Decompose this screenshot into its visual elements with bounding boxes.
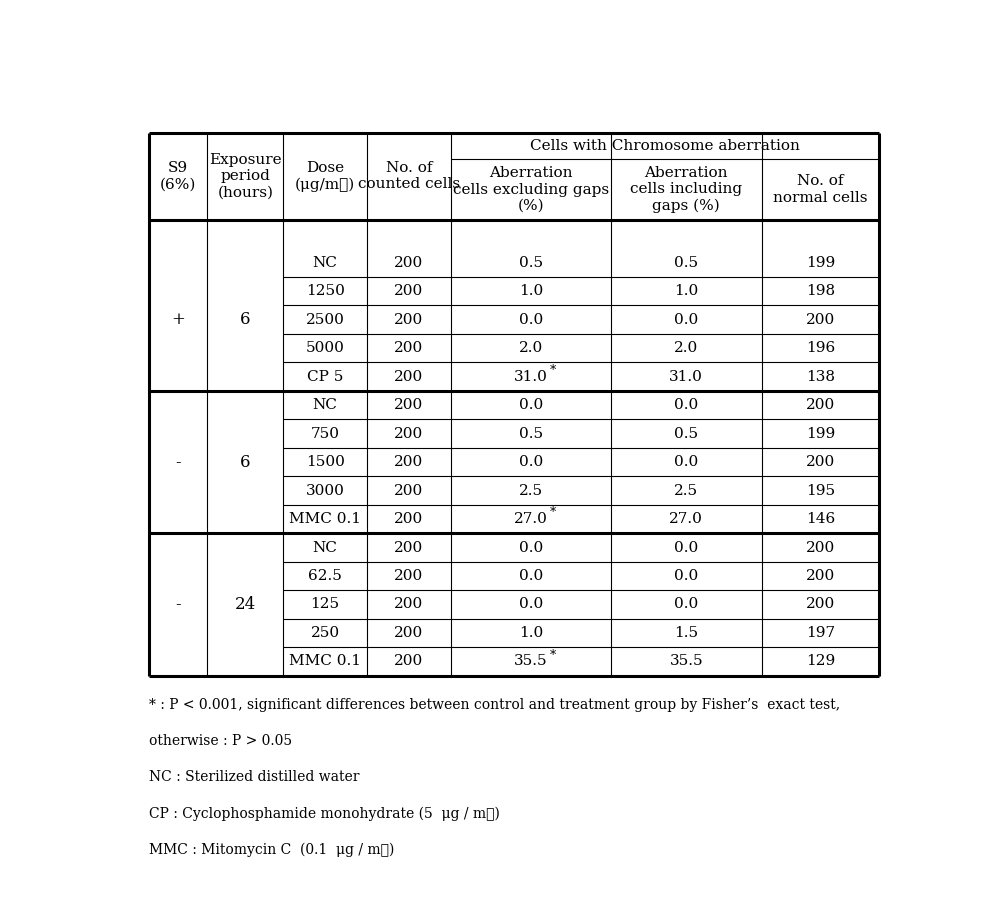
Text: 200: 200 <box>806 398 835 412</box>
Text: NC: NC <box>313 540 337 555</box>
Text: 2.5: 2.5 <box>673 483 697 498</box>
Text: 27.0: 27.0 <box>513 512 547 526</box>
Text: 1.0: 1.0 <box>673 284 697 299</box>
Text: 200: 200 <box>394 569 423 583</box>
Text: 5000: 5000 <box>306 341 344 355</box>
Text: 200: 200 <box>394 313 423 327</box>
Text: 200: 200 <box>394 398 423 412</box>
Text: MMC 0.1: MMC 0.1 <box>289 512 361 526</box>
Text: NC: NC <box>313 398 337 412</box>
Text: 0.0: 0.0 <box>518 398 542 412</box>
Text: 198: 198 <box>806 284 835 299</box>
Text: 125: 125 <box>311 597 340 612</box>
Text: 200: 200 <box>394 655 423 668</box>
Text: MMC 0.1: MMC 0.1 <box>289 655 361 668</box>
Text: 200: 200 <box>394 341 423 355</box>
Text: 200: 200 <box>806 456 835 469</box>
Text: 1500: 1500 <box>306 456 344 469</box>
Text: Aberration
cells excluding gaps
(%): Aberration cells excluding gaps (%) <box>452 166 608 213</box>
Text: 200: 200 <box>394 284 423 299</box>
Text: 0.5: 0.5 <box>673 427 697 441</box>
Text: 2.0: 2.0 <box>673 341 697 355</box>
Text: 31.0: 31.0 <box>668 370 702 383</box>
Text: 0.0: 0.0 <box>673 540 697 555</box>
Text: 199: 199 <box>806 256 835 270</box>
Text: 200: 200 <box>806 540 835 555</box>
Text: 6: 6 <box>239 454 250 471</box>
Text: 0.0: 0.0 <box>518 456 542 469</box>
Text: No. of
normal cells: No. of normal cells <box>773 174 867 205</box>
Text: 1.5: 1.5 <box>673 626 697 640</box>
Text: 750: 750 <box>311 427 340 441</box>
Text: 1.0: 1.0 <box>518 284 542 299</box>
Text: 2.0: 2.0 <box>518 341 542 355</box>
Text: NC : Sterilized distilled water: NC : Sterilized distilled water <box>148 770 359 784</box>
Text: CP : Cyclophosphamide monohydrate (5  μg / mℓ): CP : Cyclophosphamide monohydrate (5 μg … <box>148 806 499 821</box>
Text: Dose
(μg/mℓ): Dose (μg/mℓ) <box>295 161 355 191</box>
Text: Aberration
cells including
gaps (%): Aberration cells including gaps (%) <box>629 166 741 213</box>
Text: 62.5: 62.5 <box>308 569 342 583</box>
Text: 0.0: 0.0 <box>673 569 697 583</box>
Text: 1.0: 1.0 <box>518 626 542 640</box>
Text: 0.0: 0.0 <box>673 398 697 412</box>
Text: 146: 146 <box>806 512 835 526</box>
Text: 250: 250 <box>311 626 340 640</box>
Text: 200: 200 <box>394 256 423 270</box>
Text: 0.5: 0.5 <box>518 256 542 270</box>
Text: CP 5: CP 5 <box>307 370 343 383</box>
Text: *: * <box>550 649 556 662</box>
Text: 24: 24 <box>234 596 256 613</box>
Text: 129: 129 <box>806 655 835 668</box>
Text: 200: 200 <box>806 597 835 612</box>
Text: 196: 196 <box>806 341 835 355</box>
Text: 200: 200 <box>394 597 423 612</box>
Text: 27.0: 27.0 <box>668 512 702 526</box>
Text: -: - <box>175 454 180 471</box>
Text: 0.0: 0.0 <box>518 540 542 555</box>
Text: 0.0: 0.0 <box>518 597 542 612</box>
Text: 197: 197 <box>806 626 835 640</box>
Text: *: * <box>550 506 556 520</box>
Text: 199: 199 <box>806 427 835 441</box>
Text: No. of
counted cells: No. of counted cells <box>358 161 460 191</box>
Text: 3000: 3000 <box>306 483 344 498</box>
Text: 0.0: 0.0 <box>673 456 697 469</box>
Text: 200: 200 <box>394 540 423 555</box>
Text: *: * <box>550 364 556 377</box>
Text: 200: 200 <box>394 456 423 469</box>
Text: -: - <box>175 596 180 613</box>
Text: 200: 200 <box>806 313 835 327</box>
Text: 2500: 2500 <box>306 313 344 327</box>
Text: 200: 200 <box>806 569 835 583</box>
Text: Cells with Chromosome aberration: Cells with Chromosome aberration <box>530 139 800 152</box>
Text: 0.5: 0.5 <box>518 427 542 441</box>
Text: 0.0: 0.0 <box>518 313 542 327</box>
Text: +: + <box>171 311 184 328</box>
Text: * : P < 0.001, significant differences between control and treatment group by Fi: * : P < 0.001, significant differences b… <box>148 698 839 712</box>
Text: NC: NC <box>313 256 337 270</box>
Text: Exposure
period
(hours): Exposure period (hours) <box>208 153 282 199</box>
Text: 200: 200 <box>394 427 423 441</box>
Text: 0.0: 0.0 <box>673 313 697 327</box>
Text: 35.5: 35.5 <box>668 655 702 668</box>
Text: 195: 195 <box>806 483 835 498</box>
Text: 0.0: 0.0 <box>673 597 697 612</box>
Text: 35.5: 35.5 <box>513 655 547 668</box>
Text: MMC : Mitomycin C  (0.1  μg / mℓ): MMC : Mitomycin C (0.1 μg / mℓ) <box>148 842 394 857</box>
Text: 6: 6 <box>239 311 250 328</box>
Text: 138: 138 <box>806 370 835 383</box>
Text: otherwise : P > 0.05: otherwise : P > 0.05 <box>148 734 292 748</box>
Text: 31.0: 31.0 <box>513 370 547 383</box>
Text: 2.5: 2.5 <box>518 483 542 498</box>
Text: S9
(6%): S9 (6%) <box>159 161 196 191</box>
Text: 200: 200 <box>394 483 423 498</box>
Text: 0.5: 0.5 <box>673 256 697 270</box>
Text: 200: 200 <box>394 512 423 526</box>
Text: 1250: 1250 <box>306 284 344 299</box>
Text: 200: 200 <box>394 370 423 383</box>
Text: 200: 200 <box>394 626 423 640</box>
Text: 0.0: 0.0 <box>518 569 542 583</box>
